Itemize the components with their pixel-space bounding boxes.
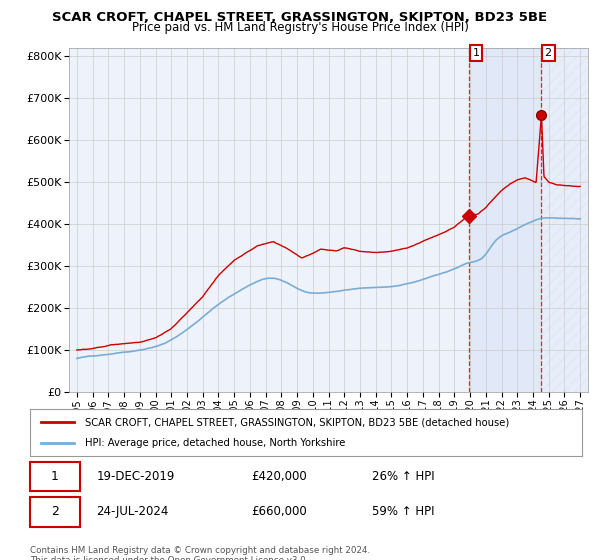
FancyBboxPatch shape bbox=[30, 461, 80, 491]
Bar bbox=[469, 48, 541, 392]
Text: HPI: Average price, detached house, North Yorkshire: HPI: Average price, detached house, Nort… bbox=[85, 438, 346, 448]
Text: SCAR CROFT, CHAPEL STREET, GRASSINGTON, SKIPTON, BD23 5BE: SCAR CROFT, CHAPEL STREET, GRASSINGTON, … bbox=[52, 11, 548, 24]
Text: 24-JUL-2024: 24-JUL-2024 bbox=[96, 505, 169, 518]
FancyBboxPatch shape bbox=[30, 497, 80, 526]
Text: £420,000: £420,000 bbox=[251, 470, 307, 483]
Text: Price paid vs. HM Land Registry's House Price Index (HPI): Price paid vs. HM Land Registry's House … bbox=[131, 21, 469, 34]
Text: 1: 1 bbox=[473, 48, 479, 58]
Text: £660,000: £660,000 bbox=[251, 505, 307, 518]
Text: 59% ↑ HPI: 59% ↑ HPI bbox=[372, 505, 435, 518]
Text: 2: 2 bbox=[51, 505, 59, 518]
Text: 1: 1 bbox=[51, 470, 59, 483]
Text: Contains HM Land Registry data © Crown copyright and database right 2024.
This d: Contains HM Land Registry data © Crown c… bbox=[30, 546, 370, 560]
Text: 19-DEC-2019: 19-DEC-2019 bbox=[96, 470, 175, 483]
Text: SCAR CROFT, CHAPEL STREET, GRASSINGTON, SKIPTON, BD23 5BE (detached house): SCAR CROFT, CHAPEL STREET, GRASSINGTON, … bbox=[85, 417, 509, 427]
Text: 2: 2 bbox=[545, 48, 552, 58]
Bar bbox=[541, 48, 588, 392]
Text: 26% ↑ HPI: 26% ↑ HPI bbox=[372, 470, 435, 483]
